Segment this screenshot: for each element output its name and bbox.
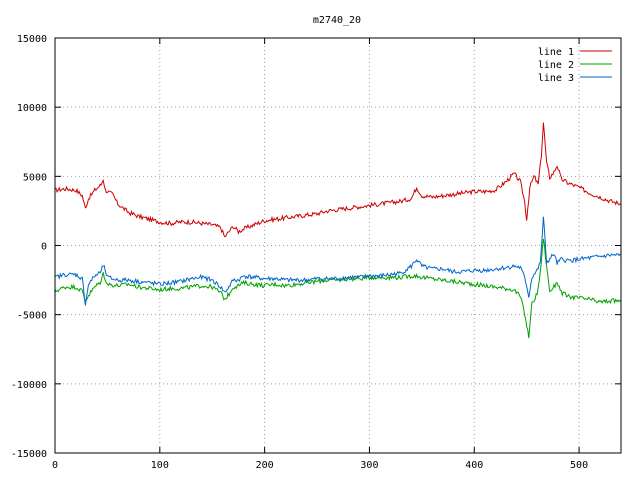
y-tick-label: -10000 xyxy=(11,380,47,391)
x-tick-label: 300 xyxy=(360,460,378,471)
plot-frame xyxy=(54,37,622,454)
y-tick-label: -15000 xyxy=(11,449,47,460)
series-line-3 xyxy=(54,216,622,306)
x-tick-label: 500 xyxy=(570,460,588,471)
chart-title: m2740_20 xyxy=(313,15,361,26)
y-tick-label: 5000 xyxy=(23,172,47,183)
y-tick-label: 10000 xyxy=(17,103,47,114)
legend-label: line 3 xyxy=(538,73,574,84)
legend: line 1 line 2 line 3 xyxy=(538,47,612,84)
axis-ticks: 0 100 200 300 400 500 -15000 -10000 -5000 0 5000 10… xyxy=(11,34,621,471)
grid-lines xyxy=(55,38,621,453)
x-tick-label: 200 xyxy=(256,460,274,471)
y-tick-label: 0 xyxy=(41,242,47,253)
data-series xyxy=(54,122,622,339)
y-tick-label: -5000 xyxy=(17,311,47,322)
x-tick-label: 400 xyxy=(465,460,483,471)
legend-label: line 2 xyxy=(538,60,574,71)
series-line-1 xyxy=(54,122,621,238)
series-line-2 xyxy=(54,238,622,339)
x-tick-label: 0 xyxy=(52,460,58,471)
legend-label: line 1 xyxy=(538,47,574,58)
y-tick-label: 15000 xyxy=(17,34,47,45)
x-tick-label: 100 xyxy=(151,460,169,471)
